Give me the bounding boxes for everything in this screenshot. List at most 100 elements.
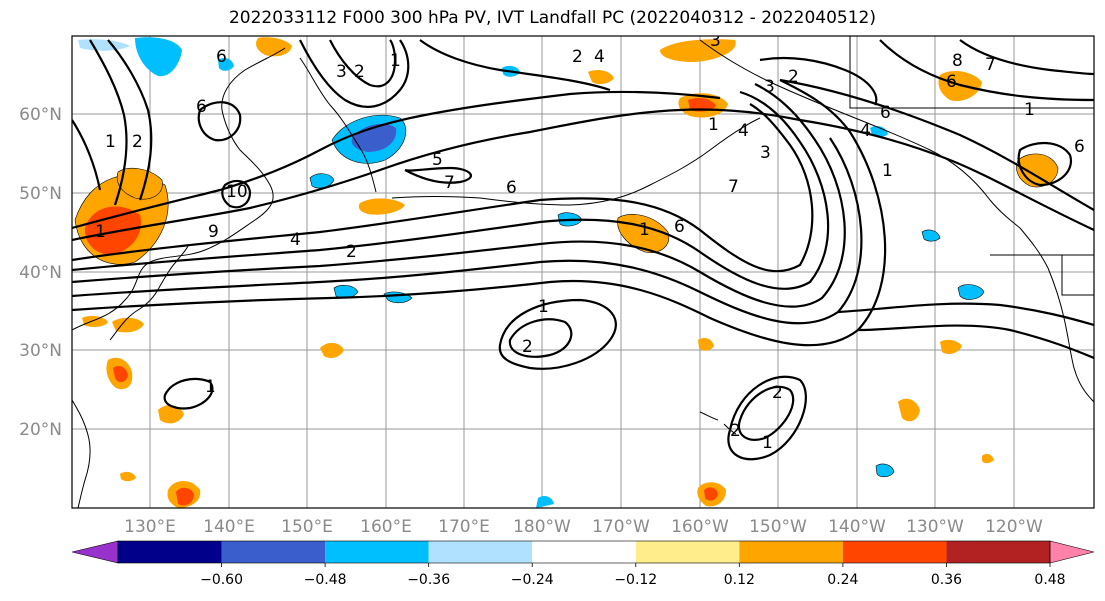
strong-positive-anomaly-patch <box>704 487 718 501</box>
negative-anomaly-patch <box>957 284 985 300</box>
map-title: 2022033112 F000 300 hPa PV, IVT Landfall… <box>228 8 876 28</box>
latitude-label: 50°N <box>19 184 62 204</box>
colorbar-tick-labels: −0.60 −0.48 −0.36 −0.24 −0.12 0.12 0.24 0.36 0.4… <box>200 563 1066 588</box>
positive-anomaly-patch <box>940 339 962 354</box>
contour-line <box>508 318 573 358</box>
contour-label: 2 <box>772 383 783 403</box>
contour-label: 8 <box>952 51 963 71</box>
contour-label: 5 <box>432 150 443 170</box>
colorbar-segment <box>532 541 636 563</box>
negative-anomaly-patch <box>921 229 941 242</box>
longitude-label: 150°E <box>281 517 333 537</box>
contour-label: 1 <box>639 220 650 240</box>
contour-line <box>72 119 102 191</box>
contour-label: 2 <box>522 337 533 357</box>
contour-label: 4 <box>860 121 871 141</box>
contour-label: 1 <box>105 132 116 152</box>
contour-line <box>498 298 617 370</box>
contour-label: 2 <box>572 47 583 67</box>
contour-label: 7 <box>444 173 455 193</box>
strong-positive-anomaly-patch <box>176 487 194 506</box>
contour-line <box>221 179 252 209</box>
contour-label: 3 <box>710 31 721 51</box>
colorbar-extend-max <box>1049 540 1095 564</box>
positive-anomaly-patch <box>256 37 292 57</box>
alaska-coastline <box>699 39 1021 229</box>
contour-line <box>72 108 801 242</box>
longitude-label: 150°W <box>749 517 807 537</box>
positive-anomaly-patch <box>898 398 920 422</box>
contour-line <box>72 137 863 325</box>
longitude-label: 180°W <box>513 517 571 537</box>
positive-anomaly-patch <box>112 317 144 333</box>
contour-label: 1 <box>95 222 106 242</box>
strong-positive-anomaly-patch <box>84 206 141 255</box>
colorbar-segment <box>635 541 740 563</box>
contour-line <box>197 101 242 142</box>
contour-label: 1 <box>390 51 401 71</box>
positive-anomaly-patch <box>698 338 714 351</box>
map-frame <box>71 35 1095 509</box>
colorbar-extend-min <box>71 540 119 564</box>
colorbar <box>71 540 1095 564</box>
contour-label: 6 <box>196 97 207 117</box>
positive-anomaly-patch <box>120 471 136 482</box>
colorbar-tick-label: −0.48 <box>304 572 347 588</box>
aleutian-islands <box>391 117 761 206</box>
contour-line <box>857 324 1094 360</box>
longitude-label: 170°E <box>438 517 490 537</box>
colorbar-segment <box>325 541 429 563</box>
contour-line <box>759 56 878 106</box>
longitude-label: 160°E <box>360 517 412 537</box>
contour-label: 1 <box>708 115 719 135</box>
pv-shading <box>74 37 1059 508</box>
contour-label: 3 <box>760 143 771 163</box>
contour-line <box>404 166 472 184</box>
positive-anomaly-patch <box>358 198 405 215</box>
contour-label: 6 <box>216 47 227 67</box>
contour-lines <box>72 39 1094 461</box>
longitude-label: 140°W <box>828 517 886 537</box>
contour-line <box>799 118 1094 231</box>
asia-coastline <box>72 47 286 331</box>
latitude-label: 20°N <box>19 420 62 440</box>
contour-line <box>163 377 214 410</box>
positive-anomaly-patch <box>660 39 736 62</box>
contour-line <box>89 39 128 206</box>
contour-label: 3 <box>764 77 775 97</box>
negative-anomaly-patch <box>218 58 234 71</box>
colorbar-tick-label: 0.48 <box>1034 572 1065 588</box>
contour-label: 1 <box>762 433 773 453</box>
contour-line <box>72 103 814 273</box>
colorbar-segment <box>946 541 1050 563</box>
contour-line <box>72 79 887 347</box>
contour-label: 1 <box>538 297 549 317</box>
contour-labels: 6 1 2 6 3 2 1 2 4 3 2 3 8 7 6 1 6 6 1 3 … <box>95 31 1085 453</box>
contour-label: 4 <box>290 230 301 250</box>
colorbar-tick-label: 0.12 <box>724 572 755 588</box>
contour-line <box>737 385 795 441</box>
latitude-labels: 60°N 50°N 40°N 30°N 20°N <box>19 105 62 440</box>
contour-line <box>879 39 1094 102</box>
colorbar-outline <box>117 540 1051 564</box>
contour-label: 6 <box>674 217 685 237</box>
contour-line <box>837 302 1094 327</box>
philippines-coastline <box>72 399 91 508</box>
colorbar-segment <box>118 541 222 563</box>
contour-line <box>299 39 410 108</box>
contour-label: 2 <box>730 421 741 441</box>
colorbar-tick-label: 0.24 <box>827 572 858 588</box>
longitude-labels: 130°E 140°E 150°E 160°E 170°E 180°W 170°W 160°W… <box>124 517 1043 537</box>
contour-label: 6 <box>1074 137 1085 157</box>
contour-label: 3 <box>336 62 347 82</box>
kamchatka-coastline <box>299 57 377 193</box>
longitude-label: 130°W <box>906 517 964 537</box>
colorbar-tick-label: −0.36 <box>407 572 450 588</box>
positive-anomaly-patch <box>320 342 344 358</box>
latitude-label: 40°N <box>19 263 62 283</box>
colorbar-segment <box>221 541 326 563</box>
strong-positive-anomaly-patch <box>113 366 128 383</box>
positive-anomaly-patch <box>588 70 614 85</box>
colorbar-segment <box>428 541 533 563</box>
